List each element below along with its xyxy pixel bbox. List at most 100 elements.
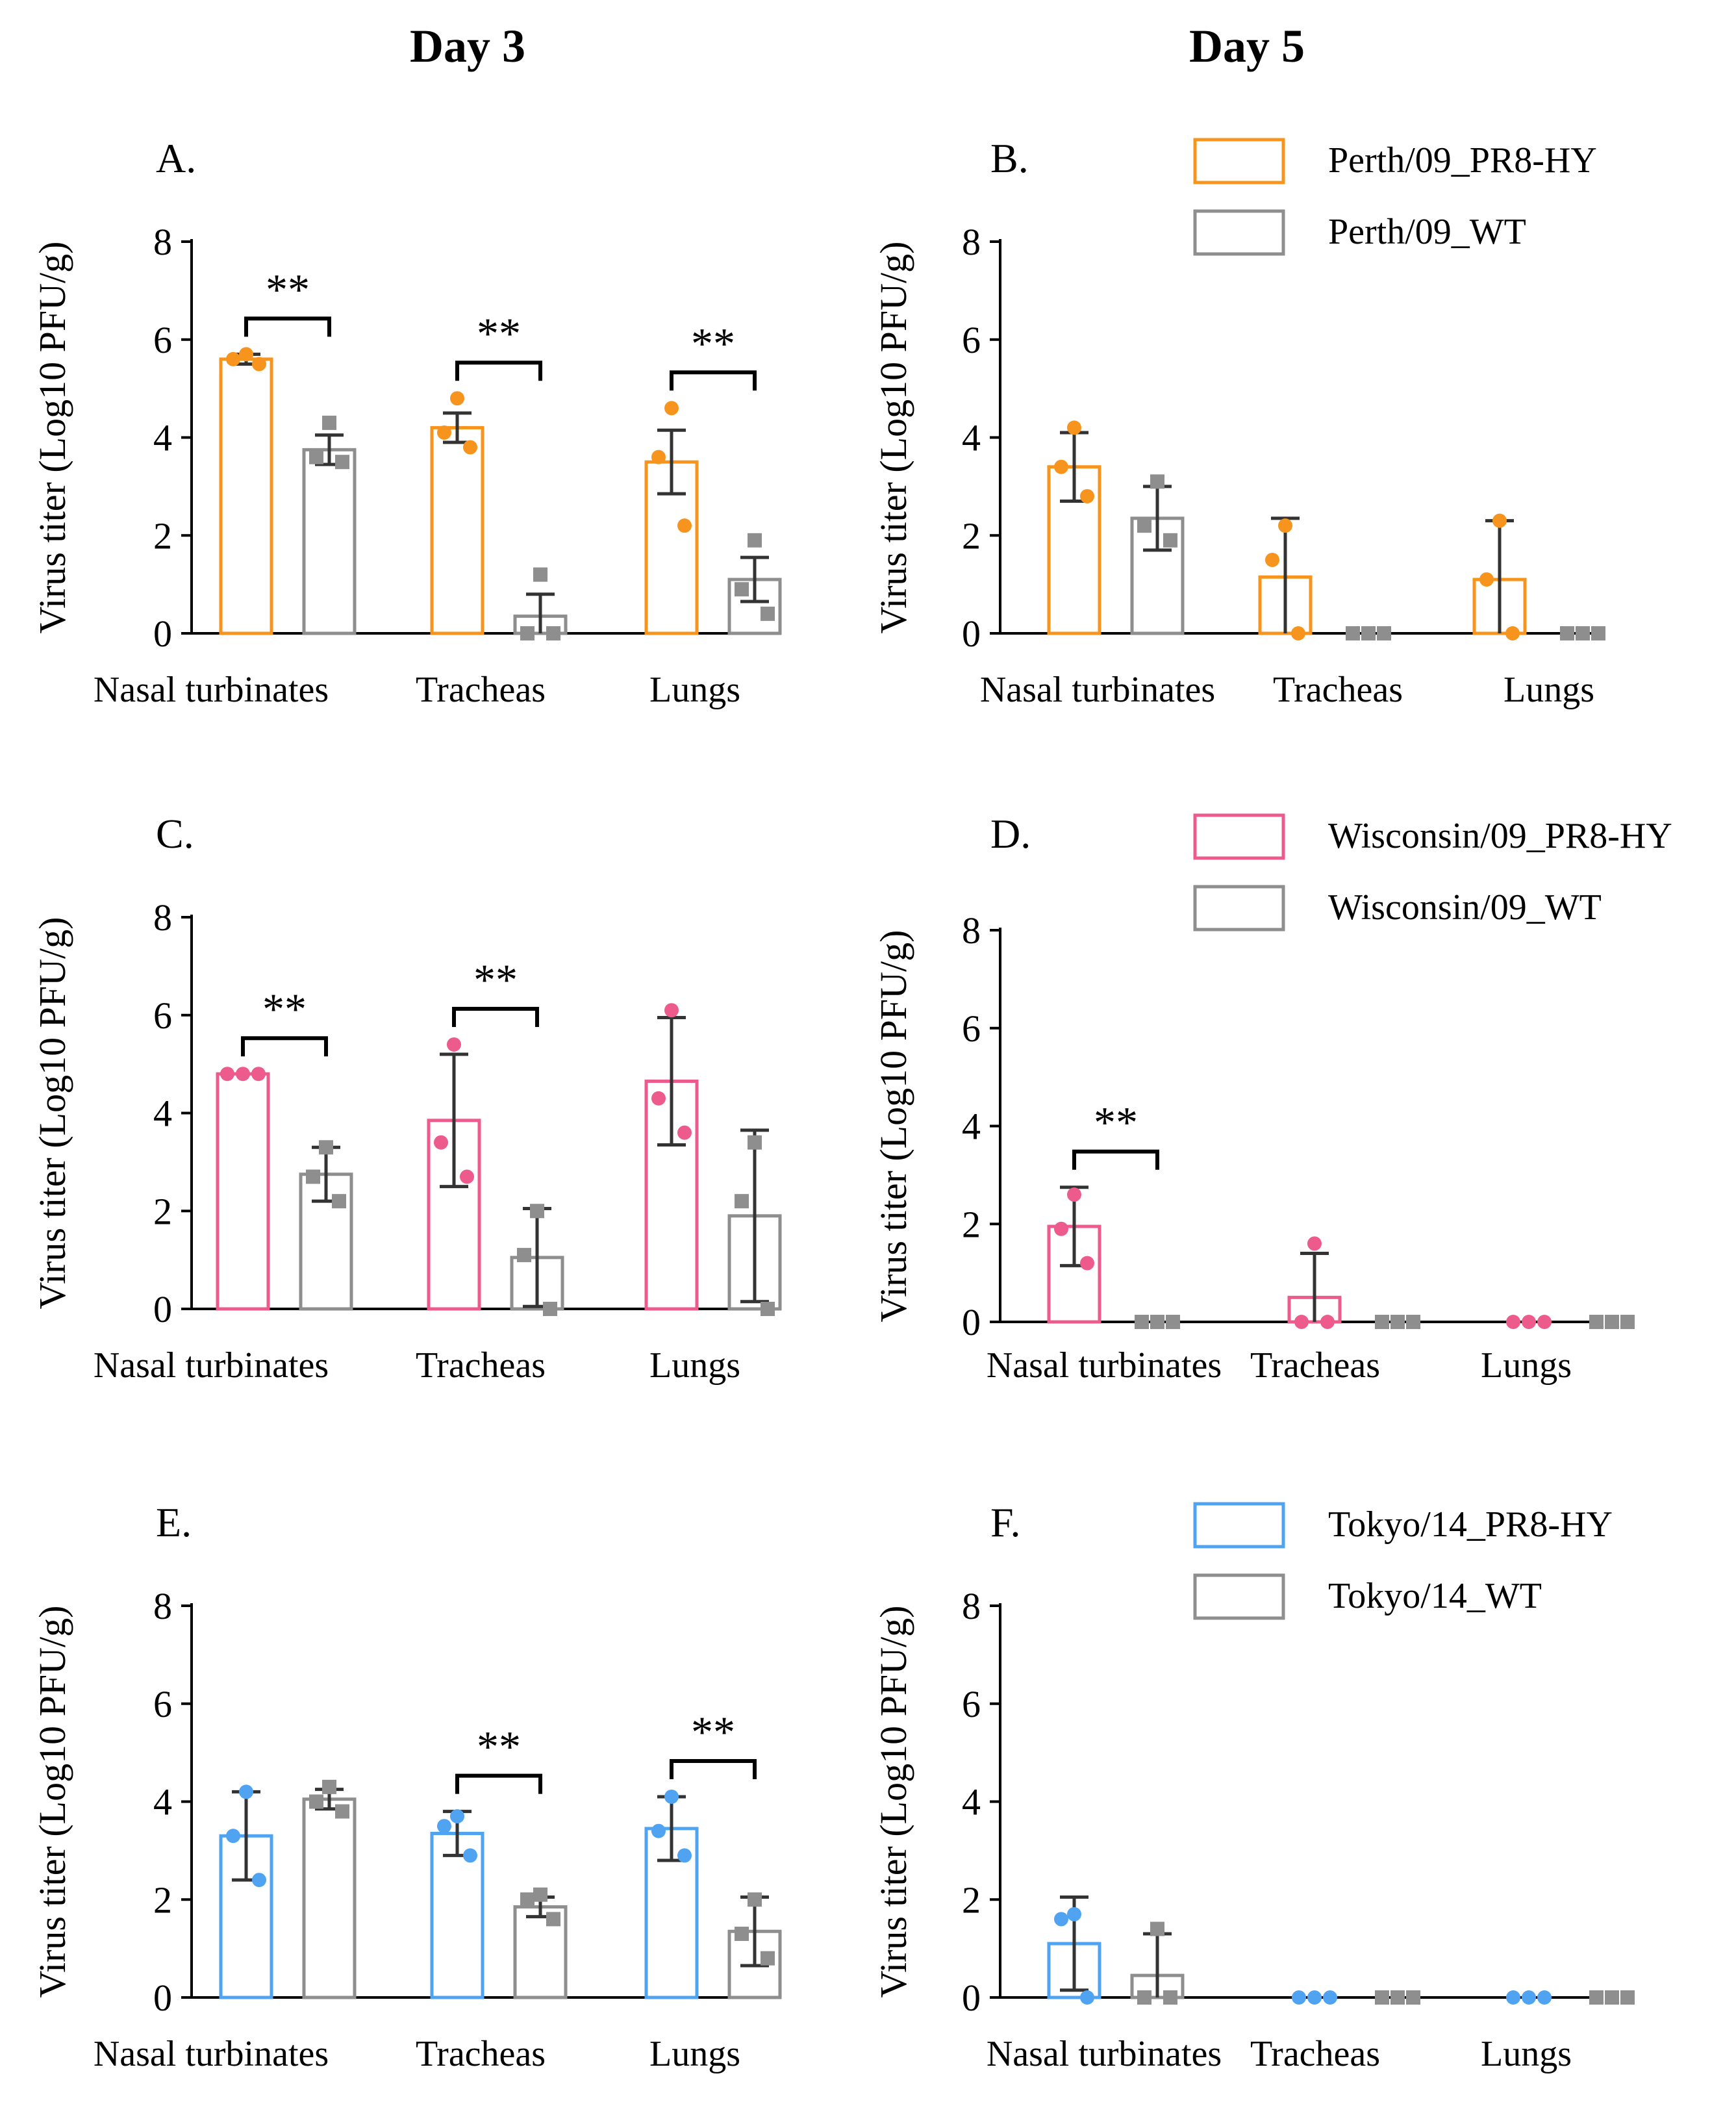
data-point-pr8hy: [437, 1819, 451, 1834]
x-category-label: Tracheas: [1250, 2034, 1380, 2074]
data-point-wt: [1390, 1990, 1405, 2005]
data-point-pr8hy: [1506, 1990, 1520, 2005]
y-tick-label: 8: [153, 1585, 172, 1627]
significance-bracket: [455, 361, 542, 381]
y-tick-label: 6: [153, 1683, 172, 1725]
x-category-label: Lungs: [1481, 2034, 1572, 2074]
bar-wt: [302, 448, 357, 635]
data-point-wt: [1150, 1315, 1164, 1329]
legend-perth: Perth/09_PR8-HY Perth/09_WT: [1193, 138, 1597, 256]
data-point-pr8hy: [1320, 1315, 1335, 1329]
data-point-pr8hy: [1537, 1315, 1552, 1329]
data-point-pr8hy: [1278, 518, 1292, 533]
x-category-label: Tracheas: [1250, 1345, 1380, 1386]
data-point-pr8hy: [651, 1091, 666, 1106]
y-tick-label: 6: [962, 1683, 981, 1725]
y-tick-label: 2: [153, 514, 172, 557]
legend-label: Wisconsin/09_PR8-HY: [1328, 816, 1672, 856]
data-point-wt: [1406, 1990, 1420, 2005]
data-point-pr8hy: [239, 347, 253, 362]
legend-tokyo: Tokyo/14_PR8-HY Tokyo/14_WT: [1193, 1502, 1613, 1620]
data-point-pr8hy: [463, 440, 477, 455]
data-point-wt: [1163, 533, 1177, 548]
data-point-wt: [1620, 1315, 1635, 1329]
data-point-wt: [306, 1169, 320, 1184]
data-point-wt: [1589, 1990, 1604, 2005]
data-point-wt: [309, 450, 323, 464]
panel-d: D. Virus titer (Log10 PFU/g) 0 2 4 6 8 Nasal tu…: [872, 811, 1635, 1386]
panel-a: A. Virus titer (Log10 PFU/g) 0 2 4 6 8 Nasal tu…: [31, 135, 782, 710]
data-point-pr8hy: [239, 1784, 253, 1799]
data-point-wt: [1135, 1315, 1149, 1329]
data-point-wt: [533, 567, 547, 582]
data-point-pr8hy: [651, 450, 666, 464]
data-point-pr8hy: [1080, 1990, 1094, 2005]
significance-stars: **: [262, 984, 307, 1033]
data-point-pr8hy: [677, 1125, 692, 1140]
data-point-wt: [735, 582, 749, 597]
data-point-pr8hy: [1291, 626, 1305, 640]
y-axis-label: Virus titer (Log10 PFU/g): [31, 242, 73, 634]
y-tick-label: 6: [153, 319, 172, 361]
y-tick-label: 2: [962, 1879, 981, 1921]
x-category-label: Nasal turbinates: [980, 670, 1215, 710]
legend-swatch: [1193, 813, 1285, 860]
significance-stars: **: [691, 318, 735, 368]
y-tick-label: 2: [153, 1190, 172, 1232]
significance-stars: **: [473, 955, 518, 1004]
data-point-pr8hy: [437, 425, 451, 440]
y-tick-label: 8: [153, 221, 172, 263]
data-point-wt: [517, 1248, 531, 1263]
data-point-pr8hy: [450, 1809, 464, 1824]
data-point-wt: [1605, 1315, 1619, 1329]
data-point-wt: [1576, 626, 1590, 640]
y-tick-label: 6: [153, 995, 172, 1037]
data-point-wt: [546, 626, 560, 640]
data-point-wt: [335, 455, 349, 470]
data-point-pr8hy: [1292, 1990, 1306, 2005]
data-point-pr8hy: [1307, 1236, 1322, 1251]
data-point-wt: [1560, 626, 1574, 640]
data-point-pr8hy: [1506, 1315, 1520, 1329]
data-point-wt: [735, 1194, 749, 1209]
x-category-label: Nasal turbinates: [94, 1345, 329, 1386]
panel-c: C. Virus titer (Log10 PFU/g) 0 2 4 6 8 Nasal tu…: [31, 811, 782, 1386]
data-point-wt: [1346, 626, 1360, 640]
data-point-wt: [1361, 626, 1376, 640]
data-point-pr8hy: [664, 401, 679, 416]
panel-letter: A.: [156, 135, 196, 181]
y-tick-label: 8: [962, 221, 981, 263]
data-point-pr8hy: [226, 1829, 240, 1844]
y-tick-label: 4: [153, 417, 172, 459]
data-point-pr8hy: [677, 518, 692, 533]
data-point-wt: [1375, 1315, 1389, 1329]
y-tick-label: 8: [962, 1585, 981, 1627]
data-point-wt: [520, 626, 535, 640]
legend-swatch: [1193, 138, 1285, 184]
data-point-pr8hy: [1522, 1315, 1536, 1329]
data-point-pr8hy: [1067, 420, 1081, 435]
data-point-pr8hy: [252, 357, 266, 372]
y-tick-label: 4: [153, 1781, 172, 1823]
x-category-label: Lungs: [649, 2034, 740, 2074]
significance-bracket: [455, 1773, 542, 1794]
y-tick-label: 6: [962, 1008, 981, 1050]
x-category-label: Tracheas: [416, 1345, 546, 1386]
data-point-pr8hy: [1294, 1315, 1309, 1329]
data-point-wt: [1591, 626, 1605, 640]
data-point-wt: [761, 606, 775, 621]
bar-pr8hy: [219, 357, 273, 635]
data-point-wt: [546, 1912, 560, 1927]
data-point-wt: [1375, 1990, 1389, 2005]
data-point-pr8hy: [1265, 552, 1279, 567]
y-axis-label: Virus titer (Log10 PFU/g): [31, 917, 73, 1310]
data-point-pr8hy: [236, 1067, 250, 1082]
data-point-pr8hy: [677, 1848, 692, 1863]
significance-bracket: [452, 1006, 539, 1027]
bar-pr8hy: [430, 425, 484, 635]
x-category-label: Lungs: [1503, 670, 1594, 710]
data-point-pr8hy: [220, 1067, 234, 1082]
significance-stars: **: [477, 1722, 521, 1771]
legend-swatch: [1193, 1573, 1285, 1620]
